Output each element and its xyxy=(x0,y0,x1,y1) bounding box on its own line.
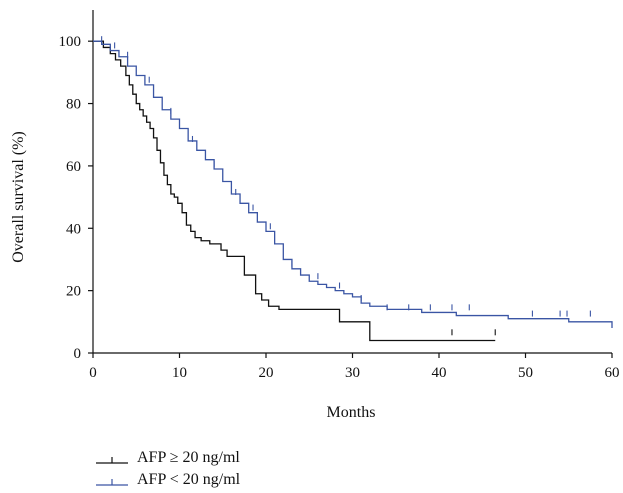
y-tick-label: 20 xyxy=(66,284,81,300)
x-tick-label: 0 xyxy=(89,365,97,381)
y-tick-label: 0 xyxy=(74,346,82,362)
x-tick-label: 30 xyxy=(345,365,360,381)
x-tick-label: 50 xyxy=(518,365,533,381)
x-tick-label: 40 xyxy=(432,365,447,381)
y-axis-label: Overall survival (%) xyxy=(10,131,27,263)
axes: 0 10 20 30 40 50 60 0 20 40 60 80 100 xyxy=(59,10,620,381)
x-tick-label: 60 xyxy=(605,365,620,381)
y-tick-label: 40 xyxy=(66,221,81,237)
y-tick-label: 100 xyxy=(59,34,82,50)
x-axis-label: Months xyxy=(327,404,376,421)
series-line-2 xyxy=(93,40,613,329)
x-tick-label: 20 xyxy=(259,365,274,381)
plot-area xyxy=(93,36,613,342)
x-tick-label: 10 xyxy=(172,365,187,381)
legend-label-2: AFP < 20 ng/ml xyxy=(137,471,241,488)
series-line-1 xyxy=(93,40,496,342)
y-tick-label: 60 xyxy=(66,159,81,175)
legend: AFP ≥ 20 ng/ml AFP < 20 ng/ml xyxy=(96,449,241,488)
y-tick-label: 80 xyxy=(66,97,81,113)
legend-label-1: AFP ≥ 20 ng/ml xyxy=(137,449,240,466)
